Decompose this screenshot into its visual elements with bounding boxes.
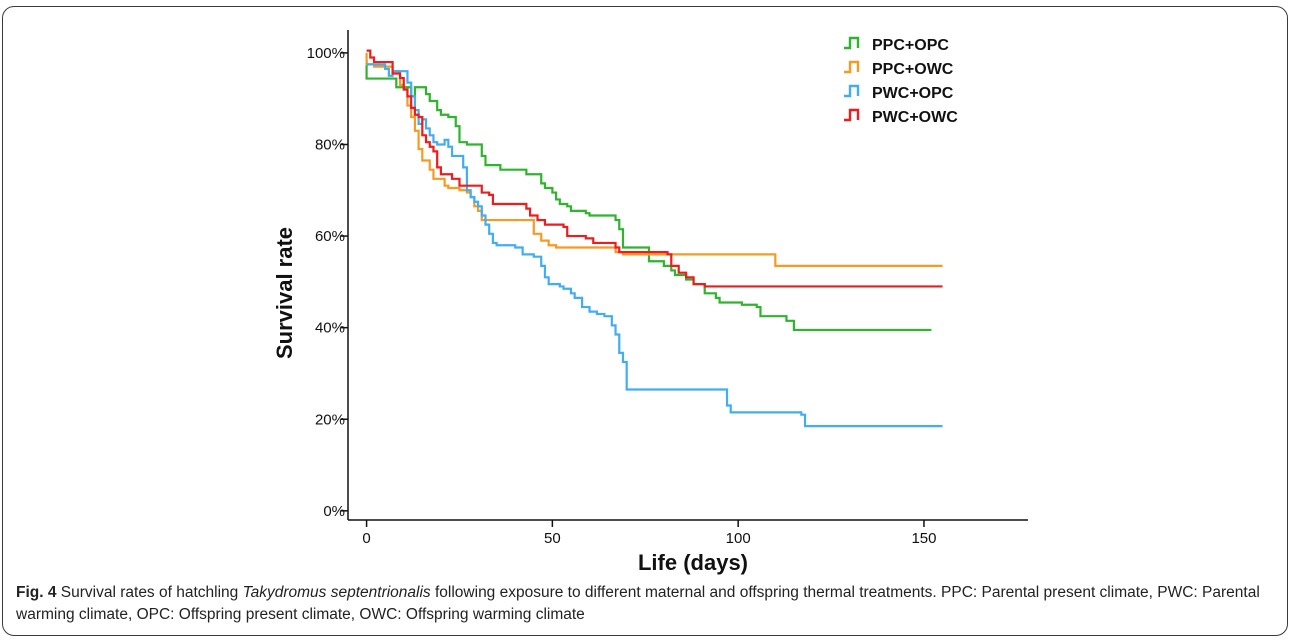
series-line-ppc-opc: [365, 59, 932, 332]
legend-swatch: [844, 60, 860, 74]
legend-label: PWC+OWC: [872, 109, 958, 126]
caption-text-2: following exposure to different maternal…: [16, 584, 1260, 623]
series-line-pwc-opc: [366, 63, 943, 428]
series-layer: [365, 49, 943, 428]
legend-label: PPC+OWC: [872, 61, 954, 78]
legend-label: PPC+OPC: [872, 37, 949, 54]
x-tick-label: 150: [911, 530, 936, 547]
x-axis-title: Life (days): [638, 550, 748, 575]
figure-frame: [2, 6, 1288, 636]
legend-swatch: [844, 108, 860, 122]
legend-label: PWC+OPC: [872, 85, 954, 102]
legend-swatch: [844, 84, 860, 98]
y-tick-label: 0%: [323, 503, 345, 520]
y-tick-label: 80%: [315, 136, 345, 153]
figure-caption: Fig. 4 Survival rates of hatchling Takyd…: [16, 582, 1276, 626]
series-line-pwc-owc: [366, 49, 943, 288]
y-tick-label: 40%: [315, 320, 345, 337]
caption-text-1: Survival rates of hatchling: [56, 584, 243, 601]
x-tick-label: 100: [726, 530, 751, 547]
y-tick-label: 100%: [307, 45, 345, 62]
species-name: Takydromus septentrionalis: [242, 584, 431, 601]
x-tick-label: 0: [362, 530, 370, 547]
y-tick-label: 20%: [315, 411, 345, 428]
y-tick-label: 60%: [315, 228, 345, 245]
legend: PPC+OPC PPC+OWC PWC+OPC PWC+OWC: [844, 36, 958, 126]
chart-axes: [347, 30, 1028, 521]
x-ticks: 0 50 100 150: [362, 520, 936, 547]
x-tick-label: 50: [544, 530, 561, 547]
y-ticks: 0% 20% 40% 60% 80% 100%: [307, 45, 348, 520]
survival-chart: 0%20%40%60%80%100% 0 50 100 150 PPC+OPCPPC+…: [272, 30, 1028, 575]
y-axis-title: Survival rate: [272, 227, 297, 359]
figure-label: Fig. 4: [16, 584, 57, 601]
legend-swatch: [844, 36, 860, 50]
